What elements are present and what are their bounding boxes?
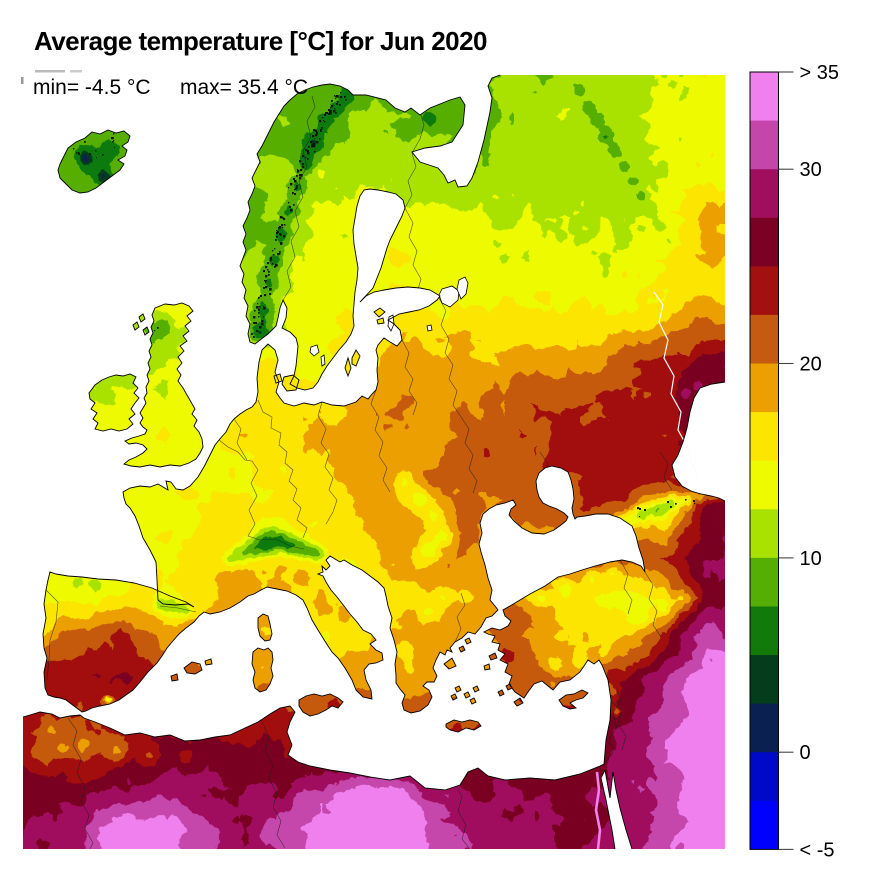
svg-text:> 35: > 35 [800, 62, 839, 84]
svg-text:10: 10 [800, 548, 822, 570]
svg-text:20: 20 [800, 354, 822, 376]
svg-text:< -5: < -5 [800, 839, 835, 861]
svg-text:0: 0 [800, 742, 811, 764]
svg-text:30: 30 [800, 159, 822, 181]
